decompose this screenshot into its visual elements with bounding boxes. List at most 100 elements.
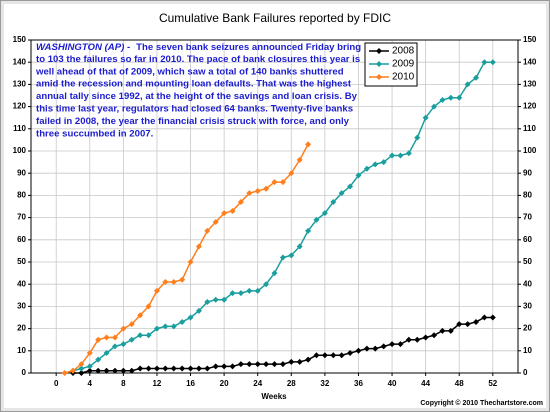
legend-marker xyxy=(376,61,382,67)
data-point xyxy=(263,185,270,192)
data-point xyxy=(103,350,110,357)
y2-tick-label: 0 xyxy=(523,368,528,377)
data-point xyxy=(120,341,127,348)
data-point xyxy=(288,358,295,365)
data-point xyxy=(246,287,253,294)
data-point xyxy=(288,170,295,177)
x-tick-label: 16 xyxy=(186,379,195,388)
y-tick-label: 40 xyxy=(17,279,26,288)
data-point xyxy=(212,363,219,370)
data-point xyxy=(103,367,110,374)
legend-marker xyxy=(376,48,382,54)
y2-tick-label: 120 xyxy=(523,102,537,111)
data-point xyxy=(179,318,186,325)
data-point xyxy=(296,358,303,365)
data-point xyxy=(338,190,345,197)
y-tick-label: 130 xyxy=(13,80,27,89)
x-tick-label: 44 xyxy=(421,379,430,388)
x-tick-label: 28 xyxy=(287,379,296,388)
data-point xyxy=(229,290,236,297)
data-point xyxy=(78,365,85,372)
data-point xyxy=(187,259,194,265)
x-tick-label: 36 xyxy=(354,379,363,388)
y-tick-label: 100 xyxy=(13,146,27,155)
data-point xyxy=(397,341,404,348)
legend-marker xyxy=(376,74,382,80)
y-tick-label: 70 xyxy=(17,213,26,222)
data-point xyxy=(162,278,169,285)
data-point xyxy=(405,150,412,157)
data-point xyxy=(263,361,270,368)
annotation-text: The seven bank seizures announced Friday… xyxy=(136,42,361,53)
x-tick-label: 48 xyxy=(455,379,464,388)
data-point xyxy=(137,332,144,339)
data-point xyxy=(237,290,244,297)
y2-tick-label: 40 xyxy=(523,279,532,288)
y-tick-label: 10 xyxy=(17,346,26,355)
data-point xyxy=(229,363,236,370)
data-point xyxy=(431,332,438,339)
data-point xyxy=(481,314,488,321)
annotation-line: WASHINGTON (AP) - The seven bank seizures… xyxy=(36,42,361,53)
x-tick-label: 0 xyxy=(54,379,59,388)
data-point xyxy=(414,134,421,141)
data-point xyxy=(456,321,463,328)
data-point xyxy=(61,370,68,376)
data-point xyxy=(170,278,177,285)
legend-label: 2010 xyxy=(392,72,415,83)
data-point xyxy=(372,161,379,168)
data-point xyxy=(179,365,186,372)
data-point xyxy=(212,296,219,303)
data-point xyxy=(254,187,261,194)
data-point xyxy=(456,94,463,101)
data-point xyxy=(153,365,160,372)
data-point xyxy=(271,270,278,277)
data-point xyxy=(162,323,169,330)
data-point xyxy=(347,350,354,357)
data-point xyxy=(347,183,354,190)
data-point xyxy=(279,179,286,186)
data-point xyxy=(263,281,270,288)
data-point xyxy=(363,345,370,352)
y-tick-label: 0 xyxy=(22,368,27,377)
data-point xyxy=(296,156,303,163)
data-point xyxy=(69,367,76,374)
data-point xyxy=(111,367,118,374)
data-point xyxy=(254,287,261,294)
data-point xyxy=(464,81,471,88)
data-point xyxy=(137,312,144,319)
annotation-line: amid the recession and mounting loan def… xyxy=(36,79,352,90)
data-point xyxy=(179,276,186,283)
data-point xyxy=(229,207,236,214)
data-point xyxy=(145,365,152,372)
chart-title: Cumulative Bank Failures reported by FDI… xyxy=(159,11,391,25)
x-tick-label: 20 xyxy=(220,379,229,388)
data-point xyxy=(439,327,446,334)
y-tick-label: 150 xyxy=(13,35,27,44)
data-point xyxy=(78,361,85,368)
data-point xyxy=(204,365,211,372)
legend-label: 2008 xyxy=(392,46,415,57)
data-point xyxy=(137,365,144,372)
y2-tick-label: 80 xyxy=(523,191,532,200)
y-tick-label: 50 xyxy=(17,257,26,266)
data-point xyxy=(111,343,118,350)
data-point xyxy=(170,323,177,330)
y-tick-label: 30 xyxy=(17,302,26,311)
data-point xyxy=(246,361,253,368)
legend-label: 2009 xyxy=(392,59,415,70)
y2-tick-label: 60 xyxy=(523,235,532,244)
y2-tick-label: 20 xyxy=(523,324,532,333)
data-point xyxy=(363,165,370,172)
data-point xyxy=(237,361,244,368)
data-point xyxy=(221,296,228,303)
data-point xyxy=(414,336,421,343)
y-tick-label: 90 xyxy=(17,168,26,177)
data-point xyxy=(128,321,135,328)
copyright: Copyright © 2010 Thechartstore.com xyxy=(420,399,543,407)
data-point xyxy=(313,352,320,359)
y-tick-label: 20 xyxy=(17,324,26,333)
data-point xyxy=(162,365,169,372)
data-point xyxy=(212,219,219,226)
